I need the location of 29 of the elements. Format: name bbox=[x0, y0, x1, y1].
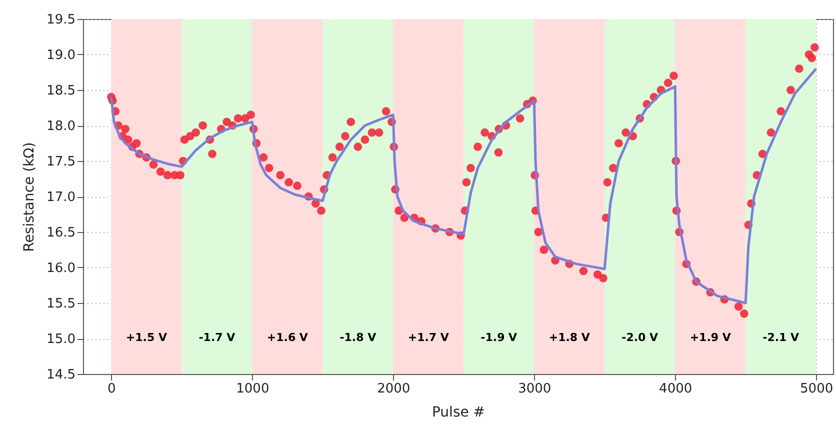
x-tick-label: 4000 bbox=[659, 382, 692, 396]
band-label: +1.8 V bbox=[548, 331, 590, 344]
x-tick-label: 0 bbox=[108, 382, 116, 396]
x-tick-label: 5000 bbox=[800, 382, 834, 396]
x-tick-label: 1000 bbox=[236, 382, 270, 396]
band-label: -1.9 V bbox=[480, 331, 518, 344]
y-tick-label: 18.0 bbox=[46, 119, 76, 134]
y-tick-label: 19.5 bbox=[46, 12, 76, 28]
x-tick-label: 3000 bbox=[518, 382, 552, 396]
band-label: +1.6 V bbox=[266, 331, 308, 344]
band-label: -1.8 V bbox=[340, 331, 377, 344]
band-label: +1.5 V bbox=[126, 331, 168, 344]
y-tick-label: 14.5 bbox=[46, 368, 76, 382]
y-tick-label: 17.0 bbox=[46, 190, 76, 205]
band-label: -2.0 V bbox=[622, 331, 659, 344]
y-tick-label: 16.0 bbox=[46, 261, 76, 276]
y-tick-label: 15.0 bbox=[46, 332, 76, 347]
band-label: -2.1 V bbox=[762, 331, 800, 344]
y-tick-label: 18.5 bbox=[46, 84, 76, 98]
x-tick-label: 2000 bbox=[377, 382, 410, 396]
band-label: +1.7 V bbox=[408, 331, 450, 344]
y-axis-title: Resistance (kΩ) bbox=[22, 142, 38, 252]
y-tick-label: 16.5 bbox=[46, 226, 76, 240]
y-tick-label: 19.0 bbox=[46, 48, 76, 63]
y-tick-label: 15.5 bbox=[46, 296, 76, 312]
band-label: -1.7 V bbox=[198, 331, 236, 344]
y-tick-label: 17.5 bbox=[46, 154, 76, 170]
x-axis-title: Pulse # bbox=[432, 404, 486, 420]
band-label: +1.9 V bbox=[690, 331, 732, 344]
